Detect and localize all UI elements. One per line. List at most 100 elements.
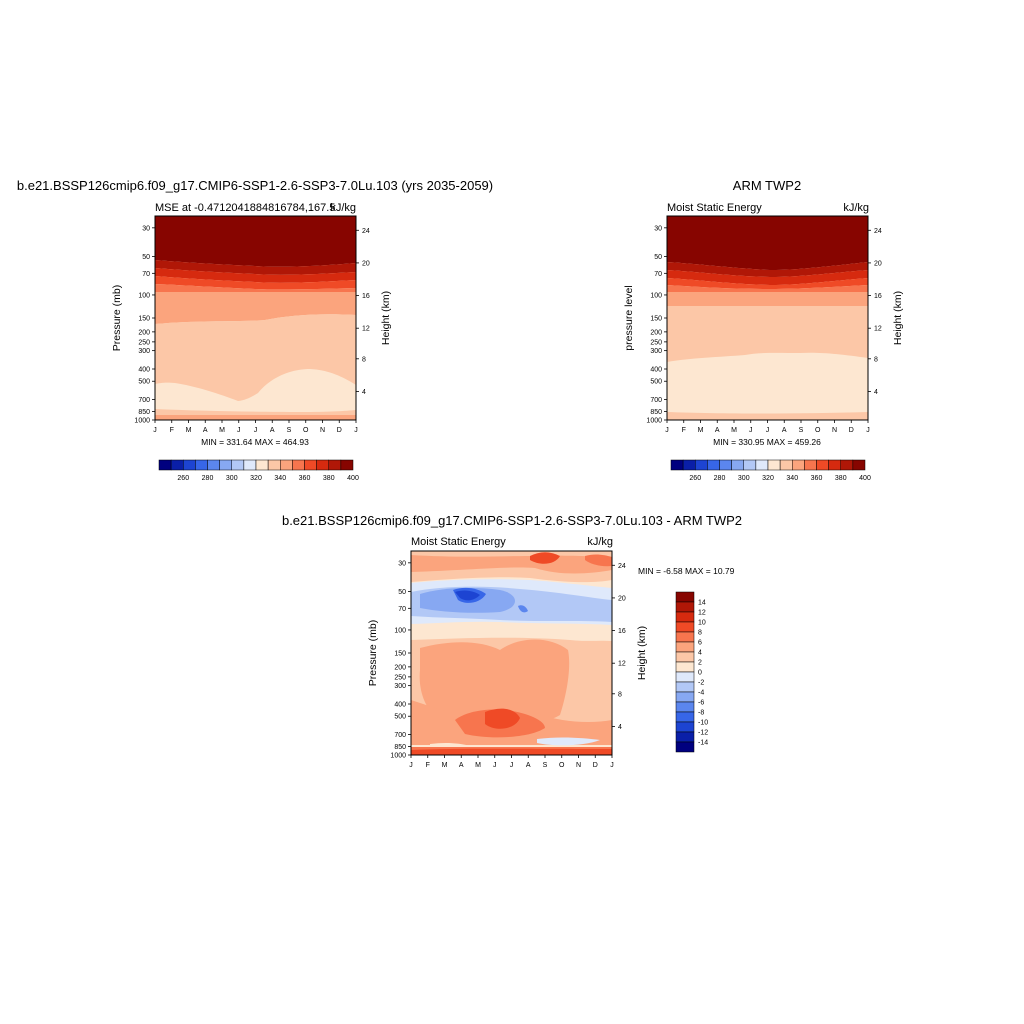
colorbar-swatch <box>670 459 684 471</box>
colorbar-swatch <box>675 601 695 613</box>
y-right-tick-label: 24 <box>618 563 626 570</box>
colorbar-swatch <box>804 459 817 471</box>
x-tick-label: O <box>815 427 821 434</box>
colorbar-label: 320 <box>250 475 262 482</box>
x-tick-label: A <box>270 427 275 434</box>
y-tick-label: 100 <box>394 627 406 634</box>
panel-model: b.e21.BSSP126cmip6.f09_g17.CMIP6-SSP1-2.… <box>17 178 493 482</box>
y-right-tick-label: 16 <box>362 293 370 300</box>
x-tick-label: A <box>203 427 208 434</box>
y-right-tick-label: 24 <box>874 228 882 235</box>
y-tick-label: 30 <box>142 225 150 232</box>
y-right-tick-label: 16 <box>874 293 882 300</box>
colorbar-swatch <box>779 459 793 471</box>
colorbar-swatch <box>170 459 184 471</box>
x-tick-label: O <box>559 762 565 769</box>
x-tick-label: J <box>610 762 614 769</box>
y-tick-label: 500 <box>138 379 150 386</box>
colorbar-swatch <box>792 459 805 471</box>
y-axis-right-label: Height (km) <box>380 291 392 345</box>
y-tick-label: 700 <box>650 397 662 404</box>
axis-ticks: J F M A M J J A S O N D J 30 50 70 100 150 200 250 300 400 500… <box>646 225 881 434</box>
y-tick-label: 400 <box>394 702 406 709</box>
x-tick-label: S <box>543 762 548 769</box>
y-tick-label: 250 <box>650 339 662 346</box>
colorbar-label: 280 <box>714 475 726 482</box>
y-tick-label: 300 <box>394 683 406 690</box>
y-tick-label: 1000 <box>646 418 662 425</box>
colorbar-label: 380 <box>323 475 335 482</box>
y-tick-label: 70 <box>142 271 150 278</box>
y-tick-label: 850 <box>394 744 406 751</box>
colorbar-swatch <box>675 711 695 723</box>
y-tick-label: 850 <box>650 409 662 416</box>
colorbar-label: 300 <box>226 475 238 482</box>
x-tick-label: J <box>153 427 157 434</box>
colorbar-label: 12 <box>698 610 706 617</box>
y-tick-label: 100 <box>650 292 662 299</box>
contour-field <box>155 216 356 420</box>
x-tick-label: J <box>409 762 413 769</box>
colorbar-label: -10 <box>698 720 708 727</box>
x-tick-label: F <box>682 427 686 434</box>
x-tick-label: J <box>493 762 497 769</box>
colorbar-swatch <box>675 631 695 643</box>
panel-model-subtitle: MSE at -0.4712041884816784,167.5 <box>155 202 335 214</box>
x-tick-label: N <box>832 427 837 434</box>
y-axis-right-label: Height (km) <box>892 291 904 345</box>
colorbar-label: 380 <box>835 475 847 482</box>
colorbar-swatch <box>675 741 695 753</box>
colorbar-swatch <box>840 459 854 471</box>
y-tick-label: 1000 <box>390 753 406 760</box>
x-tick-label: A <box>459 762 464 769</box>
min-max-stats: MIN = 330.95 MAX = 459.26 <box>713 437 821 447</box>
colorbar-label: -6 <box>698 700 704 707</box>
x-tick-label: M <box>186 427 192 434</box>
x-tick-label: D <box>337 427 342 434</box>
y-tick-label: 50 <box>398 589 406 596</box>
x-tick-label: J <box>766 427 770 434</box>
colorbar-label: 400 <box>859 475 871 482</box>
y-tick-label: 150 <box>138 316 150 323</box>
colorbar-label: 260 <box>177 475 189 482</box>
colorbar-label: 8 <box>698 630 702 637</box>
colorbar-swatch <box>195 459 208 471</box>
colorbar-swatch <box>675 731 695 743</box>
x-tick-label: M <box>442 762 448 769</box>
y-tick-label: 250 <box>138 339 150 346</box>
colorbar-swatch <box>231 459 245 471</box>
y-right-tick-label: 4 <box>362 389 366 396</box>
panel-obs-units: kJ/kg <box>843 202 869 214</box>
colorbar-label: -12 <box>698 730 708 737</box>
x-tick-label: O <box>303 427 309 434</box>
axis-ticks: J F M A M J J A S O N D J 30 50 70 100 150 200 250 300 400 500… <box>134 225 369 434</box>
x-tick-label: N <box>320 427 325 434</box>
x-tick-label: N <box>576 762 581 769</box>
y-tick-label: 400 <box>138 367 150 374</box>
panel-diff-title: b.e21.BSSP126cmip6.f09_g17.CMIP6-SSP1-2.… <box>282 513 742 528</box>
colorbar-swatch <box>675 611 695 623</box>
y-tick-label: 700 <box>394 732 406 739</box>
x-tick-label: M <box>731 427 737 434</box>
colorbar-label: -4 <box>698 690 704 697</box>
x-tick-label: J <box>354 427 358 434</box>
colorbar-swatch <box>280 459 293 471</box>
colorbar: 260 280 300 320 340 360 380 400 <box>158 459 359 482</box>
x-tick-label: J <box>866 427 870 434</box>
colorbar-swatch <box>675 681 695 693</box>
colorbar-label: -8 <box>698 710 704 717</box>
panel-obs-subtitle: Moist Static Energy <box>667 202 762 214</box>
colorbar-swatch <box>675 591 695 603</box>
colorbar-label: 360 <box>299 475 311 482</box>
colorbar-swatch <box>340 459 354 471</box>
contour-field <box>411 551 612 755</box>
colorbar-swatch <box>755 459 769 471</box>
colorbar-swatch <box>328 459 342 471</box>
y-right-tick-label: 20 <box>618 595 626 602</box>
y-tick-label: 150 <box>394 651 406 658</box>
colorbar-label: 340 <box>274 475 286 482</box>
y-tick-label: 150 <box>650 316 662 323</box>
y-right-tick-label: 8 <box>362 356 366 363</box>
colorbar-label: 0 <box>698 670 702 677</box>
